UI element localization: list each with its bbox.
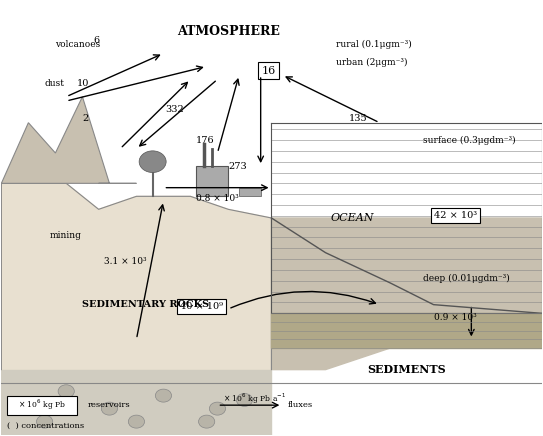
Text: 0.9 × 10³: 0.9 × 10³ [433, 313, 476, 322]
Circle shape [128, 415, 144, 428]
Polygon shape [196, 166, 228, 196]
Circle shape [20, 398, 36, 411]
Text: (  ) concentrations: ( ) concentrations [7, 422, 84, 430]
Text: surface (0.3μgdm⁻³): surface (0.3μgdm⁻³) [423, 136, 515, 145]
Text: urban (2μgm⁻³): urban (2μgm⁻³) [336, 58, 408, 67]
Polygon shape [272, 313, 541, 348]
Text: 135: 135 [349, 114, 367, 123]
Polygon shape [2, 370, 272, 435]
Text: 176: 176 [196, 136, 214, 144]
Text: $\times$ 10$^6$ kg Pb a$^{-1}$: $\times$ 10$^6$ kg Pb a$^{-1}$ [223, 392, 286, 406]
Text: 42 × 10³: 42 × 10³ [433, 211, 477, 220]
Circle shape [210, 402, 225, 415]
Text: 6: 6 [93, 36, 99, 45]
Text: dust: dust [45, 79, 65, 88]
Text: SEDIMENTS: SEDIMENTS [367, 364, 446, 375]
Text: 16: 16 [262, 66, 276, 76]
Text: ATMOSPHERE: ATMOSPHERE [177, 25, 280, 38]
Text: 332: 332 [165, 105, 184, 114]
Text: $\times$ 10$^6$ kg Pb: $\times$ 10$^6$ kg Pb [18, 398, 66, 412]
Text: SEDIMENTARY ROCKS: SEDIMENTARY ROCKS [83, 300, 210, 309]
Circle shape [36, 415, 53, 428]
Polygon shape [272, 218, 541, 370]
Circle shape [155, 389, 172, 402]
Circle shape [58, 385, 74, 398]
Text: mining: mining [50, 231, 82, 240]
Text: deep (0.01μgdm⁻³): deep (0.01μgdm⁻³) [423, 274, 509, 283]
Text: 3.1 × 10³: 3.1 × 10³ [104, 257, 147, 266]
Bar [239, 187, 261, 196]
Circle shape [139, 151, 166, 173]
Polygon shape [2, 184, 272, 370]
Circle shape [199, 415, 215, 428]
Text: OCEAN: OCEAN [331, 213, 374, 223]
Text: volcanoes: volcanoes [55, 40, 100, 49]
Text: reservoirs: reservoirs [88, 401, 130, 409]
Polygon shape [2, 97, 136, 184]
Text: 2: 2 [83, 114, 89, 123]
Circle shape [102, 402, 117, 415]
Text: fluxes: fluxes [288, 401, 313, 409]
Text: 40 × 10⁹: 40 × 10⁹ [180, 302, 223, 311]
Text: 273: 273 [228, 161, 247, 170]
Text: rural (0.1μgm⁻³): rural (0.1μgm⁻³) [336, 40, 412, 49]
Circle shape [236, 393, 252, 406]
Bar [7, 395, 77, 415]
Text: 0.8 × 10³: 0.8 × 10³ [196, 194, 239, 203]
Text: 10: 10 [77, 79, 90, 88]
